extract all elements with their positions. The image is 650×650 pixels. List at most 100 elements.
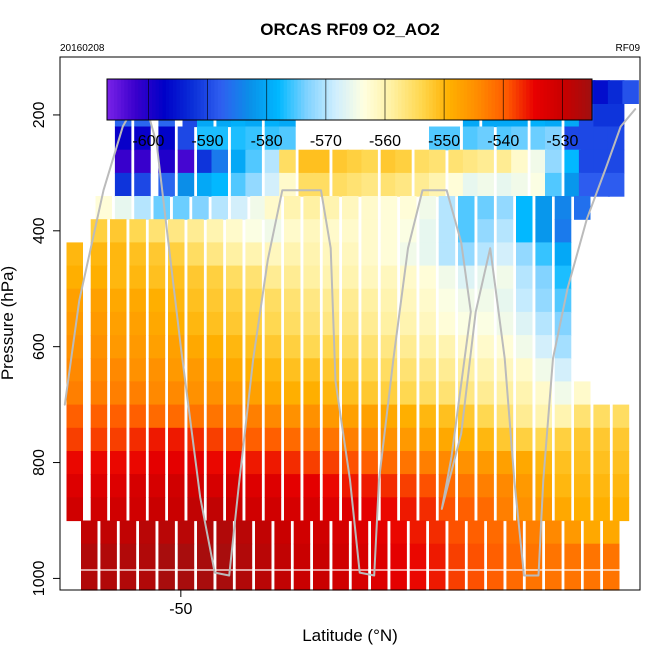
heatmap-cell bbox=[458, 311, 475, 336]
heatmap-cell bbox=[110, 451, 127, 475]
heatmap-cell bbox=[351, 543, 369, 568]
colorbar-swatch bbox=[352, 79, 357, 120]
colorbar-swatch bbox=[588, 79, 593, 120]
heatmap-cell bbox=[187, 311, 204, 336]
colorbar-swatch bbox=[197, 79, 202, 120]
heatmap-cell bbox=[284, 288, 301, 313]
heatmap-cell bbox=[593, 126, 610, 151]
heatmap-cell bbox=[535, 265, 552, 290]
heatmap-cell bbox=[245, 172, 262, 197]
colorbar-swatch bbox=[408, 79, 413, 120]
colorbar-swatch bbox=[491, 79, 496, 120]
heatmap-cell bbox=[496, 196, 514, 220]
heatmap-cell bbox=[400, 474, 417, 498]
heatmap-cell bbox=[110, 427, 127, 452]
heatmap-cell bbox=[322, 335, 340, 359]
colorbar-swatch bbox=[463, 79, 468, 120]
heatmap-cell bbox=[496, 288, 514, 313]
colorbar-swatch bbox=[449, 79, 454, 120]
heatmap-cell bbox=[342, 196, 359, 220]
heatmap-cell bbox=[496, 265, 514, 290]
heatmap-cell bbox=[110, 474, 127, 498]
heatmap-cell bbox=[168, 451, 185, 475]
heatmap-cell bbox=[395, 149, 412, 174]
colorbar-swatch bbox=[526, 79, 531, 120]
colorbar-swatch bbox=[204, 79, 208, 120]
heatmap-cell bbox=[554, 497, 572, 522]
heatmap-cell bbox=[496, 172, 514, 197]
colorbar bbox=[106, 78, 593, 121]
heatmap-cell bbox=[535, 497, 552, 522]
heatmap-cell bbox=[574, 381, 591, 406]
heatmap-cell bbox=[554, 381, 572, 406]
heatmap-cell bbox=[284, 404, 301, 429]
heatmap-cell bbox=[153, 196, 170, 220]
heatmap-cell bbox=[245, 288, 262, 313]
heatmap-cell bbox=[477, 427, 494, 452]
heatmap-cell bbox=[129, 497, 146, 522]
heatmap-cell bbox=[90, 358, 108, 383]
colorbar-swatch bbox=[401, 79, 406, 120]
heatmap-cell bbox=[168, 404, 185, 429]
heatmap-cell bbox=[303, 497, 320, 522]
heatmap-cell bbox=[496, 242, 514, 267]
heatmap-cell bbox=[342, 335, 359, 359]
colorbar-swatch bbox=[356, 79, 361, 120]
heatmap-cell bbox=[487, 543, 504, 568]
heatmap-cell bbox=[129, 358, 146, 383]
heatmap-cell bbox=[303, 427, 320, 452]
colorbar-swatch bbox=[370, 79, 375, 120]
heatmap-cell bbox=[322, 427, 340, 452]
heatmap-cell bbox=[264, 497, 282, 522]
heatmap-cell bbox=[264, 335, 282, 359]
heatmap-cell bbox=[245, 265, 262, 290]
heatmap-cell bbox=[419, 497, 436, 522]
heatmap-cell bbox=[211, 126, 228, 151]
colorbar-swatch bbox=[553, 79, 558, 120]
heatmap-cell bbox=[177, 566, 195, 591]
heatmap-cell bbox=[516, 358, 533, 383]
heatmap-cell bbox=[168, 219, 185, 243]
heatmap-cell bbox=[516, 265, 533, 290]
heatmap-cell bbox=[535, 219, 552, 243]
heatmap-cell bbox=[603, 566, 620, 591]
heatmap-cell bbox=[564, 520, 581, 545]
heatmap-cell bbox=[545, 126, 562, 151]
heatmap-cell bbox=[197, 566, 214, 591]
heatmap-cell bbox=[284, 358, 301, 383]
heatmap-cell bbox=[574, 196, 591, 220]
heatmap-cell bbox=[477, 311, 494, 336]
heatmap-cell bbox=[467, 520, 485, 545]
heatmap-cell bbox=[197, 172, 214, 197]
heatmap-cell bbox=[516, 427, 533, 452]
heatmap-cell bbox=[564, 172, 581, 197]
heatmap-cell bbox=[134, 126, 151, 151]
heatmap-cell bbox=[535, 335, 552, 359]
heatmap-cell bbox=[583, 566, 601, 591]
heatmap-cell bbox=[361, 474, 378, 498]
heatmap-cell bbox=[110, 242, 127, 267]
heatmap-cell bbox=[578, 149, 596, 174]
heatmap-cell bbox=[284, 474, 301, 498]
flight-track-line bbox=[63, 108, 637, 577]
heatmap-cell bbox=[361, 196, 378, 220]
colorbar-swatch bbox=[339, 79, 344, 120]
heatmap-cell bbox=[496, 126, 514, 151]
colorbar-swatch bbox=[172, 79, 177, 120]
heatmap-cell bbox=[322, 219, 340, 243]
heatmap-cell bbox=[206, 335, 224, 359]
heatmap-cell bbox=[511, 172, 528, 197]
y-tick-label: 400 bbox=[31, 217, 48, 244]
heatmap-cell bbox=[322, 358, 340, 383]
heatmap-cell bbox=[226, 242, 243, 267]
heatmap-cell bbox=[438, 219, 456, 243]
heatmap-cell bbox=[187, 265, 204, 290]
colorbar-swatch bbox=[359, 79, 364, 120]
heatmap-cell bbox=[496, 149, 514, 174]
colorbar-swatch bbox=[546, 79, 551, 120]
heatmap-cell bbox=[303, 451, 320, 475]
colorbar-swatch bbox=[439, 79, 444, 120]
heatmap-cell bbox=[564, 126, 581, 151]
heatmap-cell bbox=[506, 543, 523, 568]
heatmap-cell bbox=[361, 242, 378, 267]
